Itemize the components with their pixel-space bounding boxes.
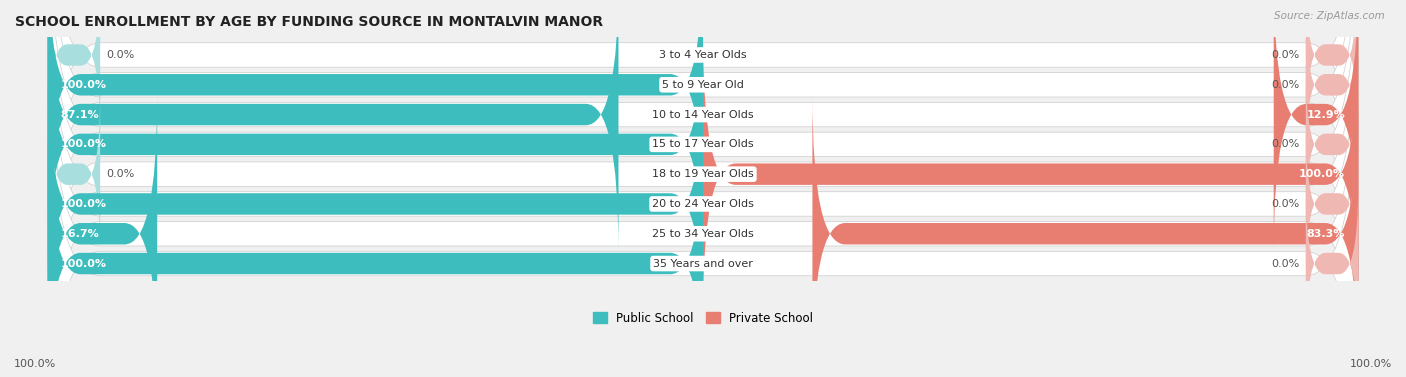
FancyBboxPatch shape	[48, 0, 100, 133]
Text: 0.0%: 0.0%	[1271, 259, 1299, 268]
FancyBboxPatch shape	[48, 125, 703, 377]
FancyBboxPatch shape	[48, 8, 1358, 377]
FancyBboxPatch shape	[813, 95, 1358, 372]
Text: 0.0%: 0.0%	[107, 169, 135, 179]
Text: 35 Years and over: 35 Years and over	[652, 259, 754, 268]
FancyBboxPatch shape	[48, 0, 1358, 377]
FancyBboxPatch shape	[48, 0, 1358, 377]
FancyBboxPatch shape	[1306, 125, 1358, 283]
FancyBboxPatch shape	[1306, 6, 1358, 164]
Text: 87.1%: 87.1%	[60, 110, 100, 120]
Text: 10 to 14 Year Olds: 10 to 14 Year Olds	[652, 110, 754, 120]
FancyBboxPatch shape	[1306, 66, 1358, 223]
Text: 0.0%: 0.0%	[1271, 139, 1299, 149]
Text: 100.0%: 100.0%	[60, 139, 107, 149]
Text: 0.0%: 0.0%	[1271, 199, 1299, 209]
FancyBboxPatch shape	[1306, 185, 1358, 342]
Text: 83.3%: 83.3%	[1306, 229, 1346, 239]
FancyBboxPatch shape	[48, 6, 703, 283]
Text: 100.0%: 100.0%	[1299, 169, 1346, 179]
Text: 3 to 4 Year Olds: 3 to 4 Year Olds	[659, 50, 747, 60]
Text: 12.9%: 12.9%	[1306, 110, 1346, 120]
Text: 100.0%: 100.0%	[60, 199, 107, 209]
Legend: Public School, Private School: Public School, Private School	[588, 307, 818, 329]
Text: 16.7%: 16.7%	[60, 229, 100, 239]
Text: 100.0%: 100.0%	[60, 80, 107, 90]
Text: 18 to 19 Year Olds: 18 to 19 Year Olds	[652, 169, 754, 179]
FancyBboxPatch shape	[1306, 0, 1358, 133]
Text: 100.0%: 100.0%	[1350, 359, 1392, 369]
Text: 20 to 24 Year Olds: 20 to 24 Year Olds	[652, 199, 754, 209]
FancyBboxPatch shape	[48, 0, 619, 253]
FancyBboxPatch shape	[48, 0, 1358, 311]
FancyBboxPatch shape	[48, 0, 1358, 341]
Text: 100.0%: 100.0%	[14, 359, 56, 369]
Text: 15 to 17 Year Olds: 15 to 17 Year Olds	[652, 139, 754, 149]
Text: Source: ZipAtlas.com: Source: ZipAtlas.com	[1274, 11, 1385, 21]
FancyBboxPatch shape	[48, 0, 703, 223]
FancyBboxPatch shape	[703, 36, 1358, 313]
FancyBboxPatch shape	[48, 95, 157, 372]
Text: 25 to 34 Year Olds: 25 to 34 Year Olds	[652, 229, 754, 239]
FancyBboxPatch shape	[48, 37, 1358, 377]
FancyBboxPatch shape	[1274, 0, 1358, 253]
Text: 100.0%: 100.0%	[60, 259, 107, 268]
FancyBboxPatch shape	[48, 0, 1358, 281]
Text: 0.0%: 0.0%	[107, 50, 135, 60]
Text: 0.0%: 0.0%	[1271, 50, 1299, 60]
FancyBboxPatch shape	[48, 0, 1358, 371]
Text: SCHOOL ENROLLMENT BY AGE BY FUNDING SOURCE IN MONTALVIN MANOR: SCHOOL ENROLLMENT BY AGE BY FUNDING SOUR…	[15, 15, 603, 29]
Text: 0.0%: 0.0%	[1271, 80, 1299, 90]
FancyBboxPatch shape	[48, 66, 703, 342]
FancyBboxPatch shape	[48, 95, 100, 253]
Text: 5 to 9 Year Old: 5 to 9 Year Old	[662, 80, 744, 90]
